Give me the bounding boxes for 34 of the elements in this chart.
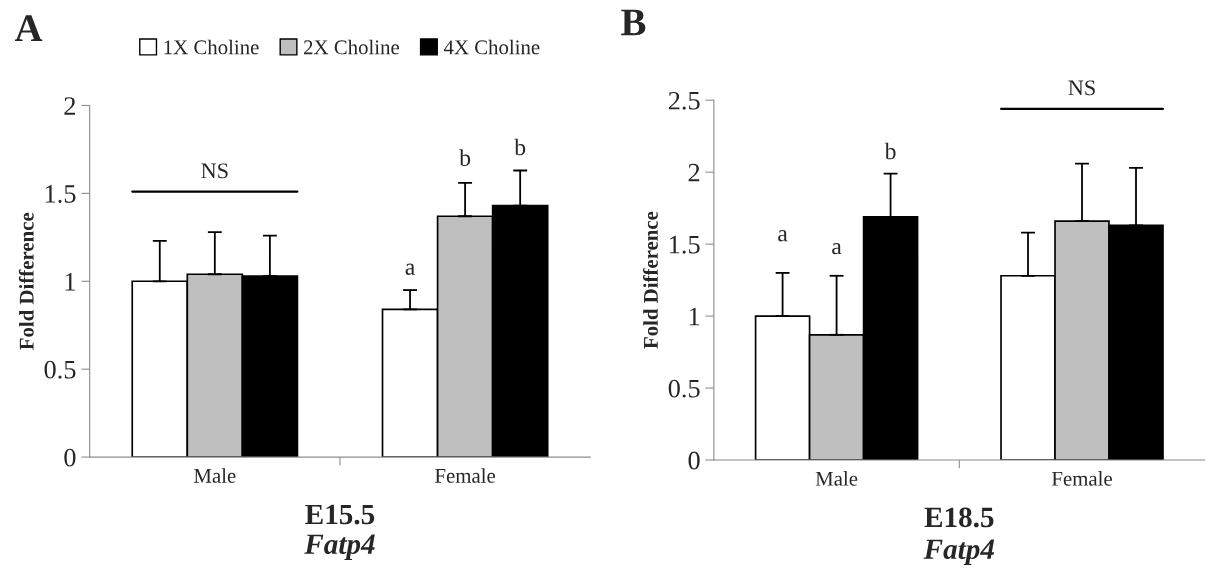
y-tick-label: 0.5 (668, 379, 700, 398)
text: A (14, 15, 43, 42)
legend-label: 2X Choline (304, 39, 400, 55)
y-tick-label: 1 (689, 307, 700, 326)
y-tick-label: 0 (64, 448, 76, 467)
y-tick-label: 2.5 (668, 91, 700, 110)
y-tick-label: 1.5 (670, 235, 700, 254)
annotation: b (459, 149, 471, 166)
y-tick-label: 1 (65, 273, 75, 291)
annotation: a (405, 263, 415, 275)
x-axis-title: E15.5 (305, 504, 375, 525)
text: Fatp4 (923, 539, 995, 565)
y-tick-label: 2 (64, 97, 76, 115)
annotation: a (832, 243, 842, 255)
annotation: NS (201, 163, 228, 179)
x-tick-label: Male (194, 468, 236, 483)
annotation: b (514, 138, 526, 156)
x-axis-title: E18.5 (924, 507, 994, 528)
legend-label: 1X Choline (164, 39, 259, 55)
x-tick-label: Female (1051, 471, 1112, 486)
text: B (621, 9, 646, 36)
text: Fatp4 (304, 534, 375, 560)
y-tick-label: 1.5 (45, 185, 76, 203)
y-tick-label: 0 (688, 451, 700, 470)
annotation: b (884, 142, 896, 160)
x-tick-label: Female (435, 468, 496, 483)
text: NS (1068, 80, 1095, 96)
y-tick-label: 0.5 (44, 360, 76, 379)
y-tick-label: 2 (688, 163, 700, 182)
y-axis-title: Fold Difference (643, 211, 658, 349)
y-axis-title: Fold Difference (18, 212, 34, 350)
annotation: a (778, 230, 788, 242)
x-tick-label: Male (815, 471, 858, 486)
legend-label: 4X Choline (443, 39, 540, 55)
